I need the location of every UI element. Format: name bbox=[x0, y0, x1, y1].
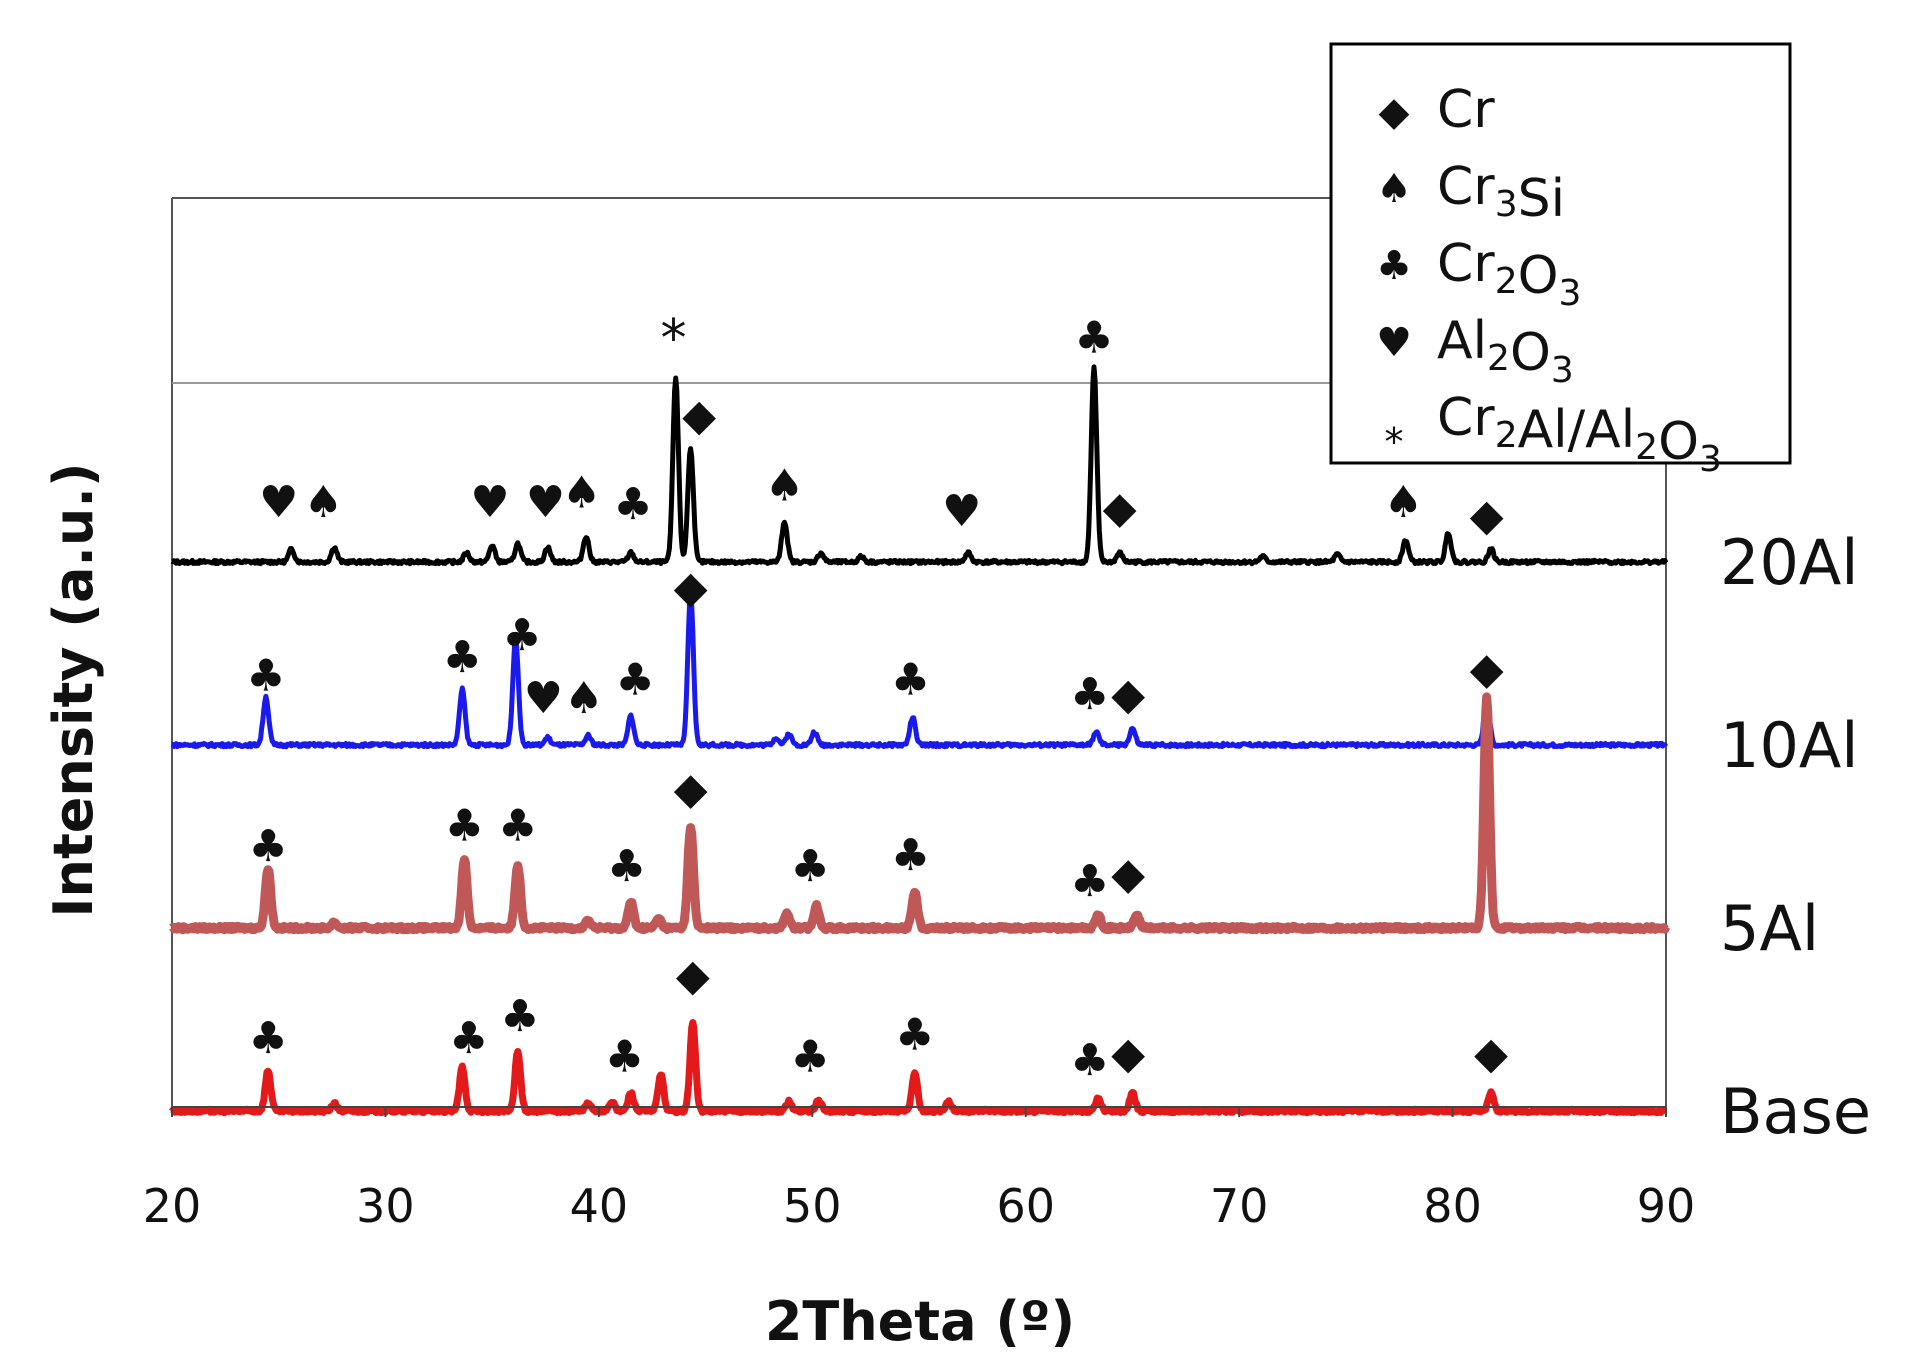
peak-marker-club-5al-2: ♣ bbox=[498, 800, 537, 851]
x-tick-label-80: 80 bbox=[1423, 1179, 1482, 1233]
legend-label-al2o3: Al2O3 bbox=[1437, 311, 1574, 391]
peak-marker-diamond-20al-7: ◆ bbox=[682, 390, 716, 441]
peak-marker-diamond-base-4: ◆ bbox=[676, 950, 710, 1001]
series-label-base: Base bbox=[1720, 1075, 1871, 1148]
series-label-5al: 5Al bbox=[1720, 892, 1819, 965]
peak-marker-club-base-7: ♣ bbox=[1070, 1035, 1109, 1086]
peak-marker-club-10al-8: ♣ bbox=[1070, 669, 1109, 720]
x-axis-title: 2Theta (º) bbox=[765, 1290, 1075, 1353]
peak-marker-club-5al-3: ♣ bbox=[607, 841, 646, 892]
legend-label-cr2al-al2o3: Cr2Al/Al2O3 bbox=[1437, 388, 1722, 480]
legend-symbol-diamond: ◆ bbox=[1379, 89, 1410, 135]
peak-marker-spade-20al-1: ♠ bbox=[304, 477, 343, 528]
peak-marker-club-20al-10: ♣ bbox=[1074, 312, 1113, 363]
peak-marker-heart-20al-3: ♥ bbox=[526, 477, 565, 528]
peak-marker-club-20al-5: ♣ bbox=[613, 479, 652, 530]
x-tick-label-70: 70 bbox=[1210, 1179, 1269, 1233]
peak-marker-heart-20al-0: ♥ bbox=[259, 477, 298, 528]
peak-marker-diamond-10al-10: ◆ bbox=[1470, 643, 1504, 694]
peak-marker-club-base-6: ♣ bbox=[895, 1009, 934, 1060]
peak-marker-club-10al-2: ♣ bbox=[502, 610, 541, 661]
peak-marker-club-10al-1: ♣ bbox=[443, 632, 482, 683]
peak-marker-club-5al-7: ♣ bbox=[1070, 856, 1109, 907]
peak-marker-diamond-20al-11: ◆ bbox=[1103, 483, 1137, 534]
peak-marker-spade-10al-4: ♠ bbox=[564, 673, 603, 724]
legend-symbol-heart: ♥ bbox=[1376, 320, 1412, 366]
peak-annotations: ♥ ♠ ♥ ♥♠ ♣*◆♠♥♣◆ ♠ ◆♣ ♣ ♣♥ ♠ ♣◆♣ ♣ ◆◆♣ ♣ ♣♣◆♣ ♣♣ ◆♣ ♣ ♣♣◆♣… bbox=[246, 309, 1508, 1086]
peak-marker-club-10al-0: ♣ bbox=[246, 651, 285, 702]
legend-label-cr2o3: Cr2O3 bbox=[1437, 234, 1581, 314]
peak-marker-club-10al-5: ♣ bbox=[615, 654, 654, 705]
peak-marker-club-base-2: ♣ bbox=[500, 991, 539, 1042]
y-axis-title: Intensity (a.u.) bbox=[42, 462, 105, 917]
series-label-20al: 20Al bbox=[1720, 526, 1859, 599]
peak-marker-club-base-3: ♣ bbox=[605, 1032, 644, 1083]
peak-marker-club-5al-1: ♣ bbox=[445, 800, 484, 851]
x-tick-label-60: 60 bbox=[996, 1179, 1055, 1233]
x-tick-label-90: 90 bbox=[1637, 1179, 1696, 1233]
peak-marker-spade-20al-12: ♠ bbox=[1384, 477, 1423, 528]
peak-marker-heart-10al-3: ♥ bbox=[524, 673, 563, 724]
peak-marker-club-5al-0: ♣ bbox=[248, 821, 287, 872]
x-axis: 20 30 40 50 60 70 80 90 bbox=[143, 1106, 1696, 1233]
legend-label-cr3si: Cr3Si bbox=[1437, 157, 1565, 229]
series-line-5al bbox=[168, 692, 1671, 935]
peak-marker-diamond-5al-8: ◆ bbox=[1111, 849, 1145, 900]
series-layer: 20Al 10Al 5Al Base bbox=[168, 364, 1871, 1148]
series-line-20al bbox=[170, 364, 1669, 567]
peak-marker-diamond-5al-4: ◆ bbox=[674, 763, 708, 814]
legend-symbol-spade: ♠ bbox=[1376, 166, 1412, 212]
peak-marker-diamond-10al-6: ◆ bbox=[674, 562, 708, 613]
legend-label-cr: Cr bbox=[1437, 80, 1495, 140]
peak-marker-star-20al-6: * bbox=[661, 309, 687, 369]
legend-symbol-club: ♣ bbox=[1376, 243, 1412, 289]
series-line-base bbox=[169, 1019, 1669, 1117]
peak-marker-diamond-base-8: ◆ bbox=[1111, 1028, 1145, 1079]
peak-marker-spade-20al-8: ♠ bbox=[765, 460, 804, 511]
peak-marker-heart-20al-9: ♥ bbox=[942, 486, 981, 537]
x-tick-label-40: 40 bbox=[570, 1179, 629, 1233]
peak-marker-club-5al-6: ♣ bbox=[891, 830, 930, 881]
peak-marker-club-10al-7: ♣ bbox=[891, 654, 930, 705]
x-tick-label-50: 50 bbox=[783, 1179, 842, 1233]
x-tick-label-30: 30 bbox=[356, 1179, 415, 1233]
peak-marker-diamond-10al-9: ◆ bbox=[1111, 669, 1145, 720]
peak-marker-spade-20al-4: ♠ bbox=[562, 468, 601, 519]
series-line-10al bbox=[170, 590, 1669, 750]
legend-symbol-star: * bbox=[1385, 420, 1404, 464]
peak-marker-diamond-base-9: ◆ bbox=[1474, 1028, 1508, 1079]
peak-marker-club-base-0: ♣ bbox=[248, 1013, 287, 1064]
legend-box bbox=[1329, 42, 1792, 465]
peak-marker-diamond-20al-13: ◆ bbox=[1470, 490, 1504, 541]
legend: ◆ Cr ♠ Cr3Si ♣ Cr2O3 ♥ Al2O3 * Cr2Al/Al2O3 bbox=[1329, 42, 1792, 480]
peak-marker-heart-20al-2: ♥ bbox=[470, 477, 509, 528]
peak-marker-club-5al-5: ♣ bbox=[790, 841, 829, 892]
peak-marker-club-base-1: ♣ bbox=[449, 1013, 488, 1064]
x-tick-label-20: 20 bbox=[143, 1179, 202, 1233]
peak-marker-club-base-5: ♣ bbox=[790, 1032, 829, 1083]
series-label-10al: 10Al bbox=[1720, 709, 1859, 782]
